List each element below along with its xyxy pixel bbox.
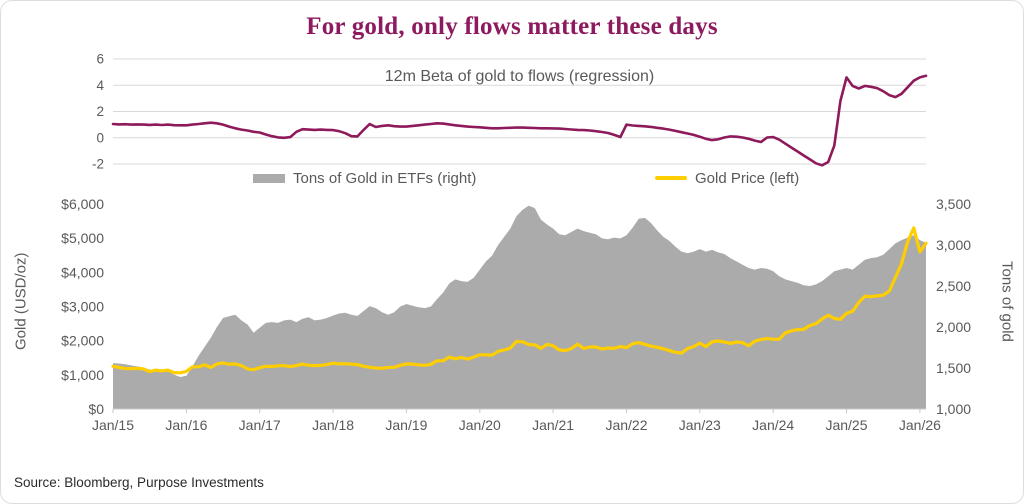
x-tick-label: Jan/23	[679, 417, 721, 433]
left-y-tick-label: $2,000	[61, 333, 104, 349]
tons-area-swatch-icon	[253, 173, 285, 183]
legend-item-gold-price: Gold Price (left)	[655, 169, 799, 187]
beta-y-tick-label: 4	[96, 78, 104, 93]
right-y-tick-label: 1,500	[936, 360, 971, 376]
beta-line	[111, 74, 928, 167]
x-tick-label: Jan/15	[92, 417, 134, 433]
x-tick-label: Jan/17	[239, 417, 281, 433]
x-tick-label: Jan/22	[605, 417, 647, 433]
left-y-tick-label: $3,000	[61, 299, 104, 315]
beta-y-tick-label: 0	[96, 130, 104, 145]
right-y-tick-label: 2,500	[936, 278, 971, 294]
right-y-tick-label: 2,000	[936, 319, 971, 335]
left-y-tick-label: $1,000	[61, 367, 104, 383]
right-y-tick-label: 1,000	[936, 401, 971, 417]
left-axis-title: Gold (USD/oz)	[12, 252, 30, 350]
x-tick-label: Jan/21	[532, 417, 574, 433]
legend-item-tons: Tons of Gold in ETFs (right)	[253, 169, 476, 187]
x-tick-label: Jan/19	[385, 417, 427, 433]
left-y-tick-label: $4,000	[61, 264, 104, 280]
beta-chart-svg: 6 4 2 0 -2	[92, 53, 928, 172]
page-title: For gold, only flows matter these days	[306, 13, 718, 40]
left-y-tick-label: $6,000	[61, 196, 104, 212]
legend-label-gold-price: Gold Price (left)	[695, 169, 800, 187]
x-tick-label: Jan/26	[899, 417, 941, 433]
gold-price-line	[111, 226, 928, 375]
gold-etf-chart-svg: Jan/15 Jan/16 Jan/17 Jan/18 Jan/19 Jan/20 Jan/…	[61, 196, 971, 433]
tons-of-gold-area	[113, 205, 926, 409]
beta-chart-subtitle: 12m Beta of gold to flows (regression)	[384, 68, 655, 85]
x-tick-label: Jan/24	[752, 417, 794, 433]
legend-label-tons: Tons of Gold in ETFs (right)	[293, 169, 477, 187]
right-y-tick-label: 3,000	[936, 237, 971, 253]
x-tick-label: Jan/20	[459, 417, 501, 433]
gold-line-swatch-icon	[655, 175, 687, 181]
beta-y-tick-label: -2	[92, 157, 104, 172]
beta-y-tick-label: 2	[96, 104, 104, 119]
x-tick-label: Jan/25	[825, 417, 867, 433]
right-y-tick-label: 3,500	[936, 196, 971, 212]
x-tick-label: Jan/18	[312, 417, 354, 433]
x-tick-label: Jan/16	[165, 417, 207, 433]
right-axis-title: Tons of gold	[998, 260, 1016, 342]
left-y-tick-label: $0	[88, 401, 104, 417]
source-note: Source: Bloomberg, Purpose Investments	[14, 475, 264, 490]
left-y-tick-label: $5,000	[61, 230, 104, 246]
beta-y-tick-label: 6	[96, 53, 104, 67]
